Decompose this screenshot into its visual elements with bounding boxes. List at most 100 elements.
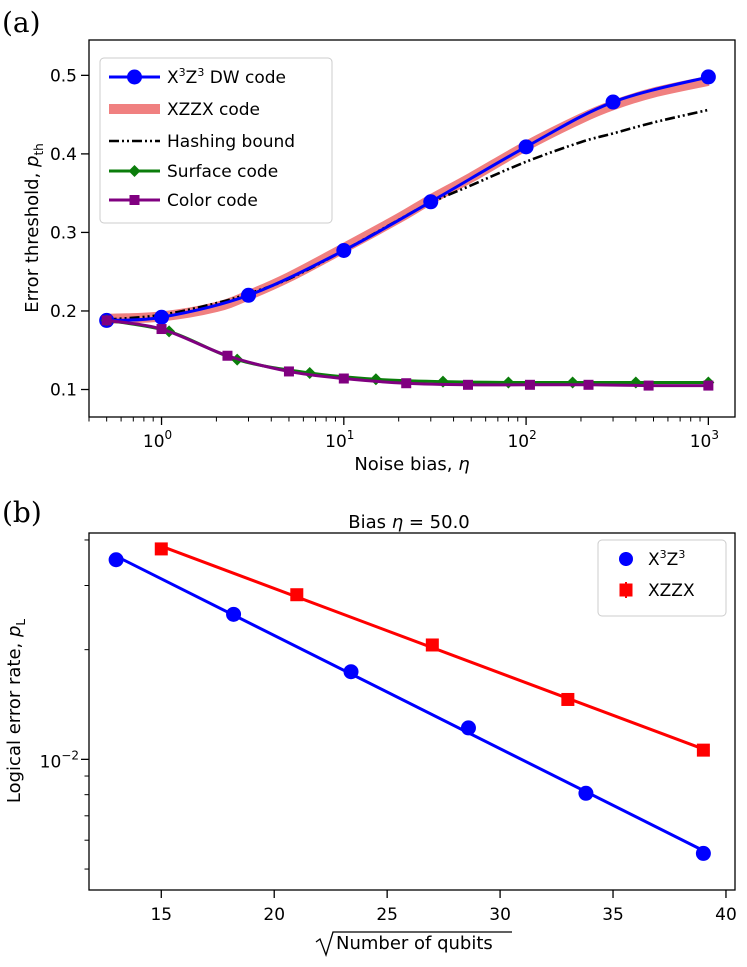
legend-entry-hash: Hashing bound — [109, 132, 295, 152]
a-xtick-label-2-base: 10 — [507, 432, 529, 452]
panel-label-b: (b) — [2, 496, 42, 529]
legend-entry-surface: Surface code — [109, 162, 278, 182]
series-dw-line — [106, 75, 709, 322]
legend-hash-label: Hashing bound — [167, 132, 295, 152]
chart-b-title-text: Bias — [348, 512, 391, 533]
chart-a-ylabel-text: Error threshold, — [22, 167, 43, 313]
series-surface-point-4 — [369, 373, 382, 386]
series-b-x3z3-point-4 — [578, 785, 594, 801]
svg-text:X3Z3: X3Z3 — [648, 548, 685, 570]
series-b-x3z3-fit — [115, 554, 705, 852]
series-dw-point-1 — [154, 309, 170, 325]
a-xtick-label-1-exp: 1 — [347, 428, 355, 442]
series-color-point-6 — [462, 379, 473, 390]
chart-b-title-value: = 50.0 — [403, 512, 470, 533]
legend-surface-label: Surface code — [167, 162, 278, 182]
series-b-xzzx-point-0 — [154, 542, 168, 556]
chart-a-xlabel: Noise bias, η — [354, 454, 469, 475]
series-dw-point-4 — [423, 194, 439, 210]
series-color-point-9 — [643, 380, 654, 391]
chart-b-ylabel: Logical error rate, pL — [4, 619, 28, 804]
series-dw-point-2 — [241, 287, 257, 303]
series-color-point-4 — [338, 373, 349, 384]
series-b-x3z3-point-5 — [695, 845, 711, 861]
legend-x3z3-label: X — [648, 550, 660, 570]
chart-b-title: Bias η = 50.0 — [348, 512, 470, 533]
legend-x3z3-sup1: 3 — [660, 548, 667, 561]
b-xtick-label-4: 35 — [602, 905, 624, 925]
legend-entry-xzzx-b: XZZX — [619, 581, 695, 601]
chart-a-ylabel-symbol: p — [22, 156, 43, 168]
legend-entry-dw: X3Z3 DW code — [109, 66, 286, 88]
chart-b-ylabel-subscript: L — [14, 619, 28, 626]
chart-b-xlabel: Number of qubits — [315, 931, 512, 958]
legend-x3z3-mid: Z — [667, 550, 679, 570]
series-color-line — [106, 318, 709, 388]
series-b-x3z3-point-3 — [460, 720, 476, 736]
svg-text:X3Z3 DW code: X3Z3 DW code — [167, 66, 286, 88]
legend-x3z3-sup2: 3 — [678, 548, 685, 561]
legend-dw-sup2: 3 — [197, 66, 204, 79]
a-xtick-label-3-base: 10 — [690, 432, 712, 452]
series-b-x3z3-point-1 — [226, 606, 242, 622]
panel-label-a: (a) — [2, 6, 41, 39]
a-ytick-label-4: 0.5 — [50, 66, 77, 86]
series-color-point-0 — [101, 315, 112, 326]
sqrt-sign — [315, 931, 512, 958]
a-ytick-label-1: 0.2 — [50, 302, 77, 322]
legend-dw-sup1: 3 — [179, 66, 186, 79]
chart-a-ylabel-subscript: th — [32, 143, 46, 155]
chart-a-series — [99, 69, 716, 391]
series-color-point-3 — [283, 366, 294, 377]
chart-a-legend: X3Z3 DW code XZZX code Hashing bound Sur… — [99, 57, 333, 224]
legend-xzzx-b-label: XZZX — [648, 581, 695, 601]
legend-color-label: Color code — [167, 191, 258, 211]
a-xtick-label-2: 102 — [507, 428, 536, 452]
chart-a-frame — [88, 39, 736, 418]
series-b-xzzx-point-4 — [696, 743, 710, 757]
legend-entry-color: Color code — [109, 191, 258, 211]
a-ytick-label-2: 0.3 — [50, 223, 77, 243]
chart-b-ylabel-text: Logical error rate, — [4, 637, 25, 803]
series-color-point-7 — [524, 379, 535, 390]
a-xtick-label-1-base: 10 — [325, 432, 347, 452]
b-xtick-label-1: 20 — [263, 905, 285, 925]
series-color-point-2 — [222, 350, 233, 361]
a-xtick-label-0-base: 10 — [143, 432, 165, 452]
b-xtick-label-2: 25 — [376, 905, 398, 925]
series-b-xzzx-point-3 — [561, 692, 575, 706]
series-dw-point-3 — [336, 242, 352, 258]
a-ytick-label-0: 0.1 — [50, 381, 77, 401]
series-b-x3z3-point-2 — [343, 664, 359, 680]
a-ytick-label-3: 0.4 — [50, 145, 77, 165]
chart-b-frame — [88, 532, 736, 891]
chart-a-xlabel-symbol: η — [458, 454, 469, 475]
series-color-point-10 — [703, 380, 714, 391]
b-xtick-label-0: 15 — [150, 905, 172, 925]
b-ytick-label-0: 10−2 — [40, 748, 79, 772]
a-xtick-label-3-exp: 3 — [711, 428, 719, 442]
legend-dw-mid: Z — [186, 68, 198, 88]
chart-b-ticks: 15 20 25 30 35 40 10−2 — [40, 539, 737, 925]
series-b-xzzx-point-1 — [290, 588, 304, 602]
legend-entry-x3z3: X3Z3 — [619, 548, 685, 570]
a-xtick-label-2-exp: 2 — [529, 428, 537, 442]
series-dw-point-7 — [700, 69, 716, 85]
series-surface-point-7 — [566, 376, 579, 389]
series-b-xzzx-point-2 — [425, 638, 439, 652]
a-xtick-label-0: 100 — [143, 428, 172, 452]
legend-entry-xzzx: XZZX code — [109, 100, 260, 120]
legend-xzzx-label: XZZX code — [167, 100, 260, 120]
b-ytick-label-0-exp: −2 — [61, 748, 79, 762]
chart-b-title-symbol: η — [392, 512, 403, 533]
chart-a-legend-box — [99, 57, 333, 224]
a-xtick-label-0-exp: 0 — [165, 428, 173, 442]
series-surface-line — [106, 318, 709, 385]
a-xtick-label-3: 103 — [690, 428, 719, 452]
series-dw-point-5 — [518, 139, 534, 155]
chart-a-ylabel: Error threshold, pth — [22, 143, 46, 313]
series-color-point-5 — [401, 378, 412, 389]
